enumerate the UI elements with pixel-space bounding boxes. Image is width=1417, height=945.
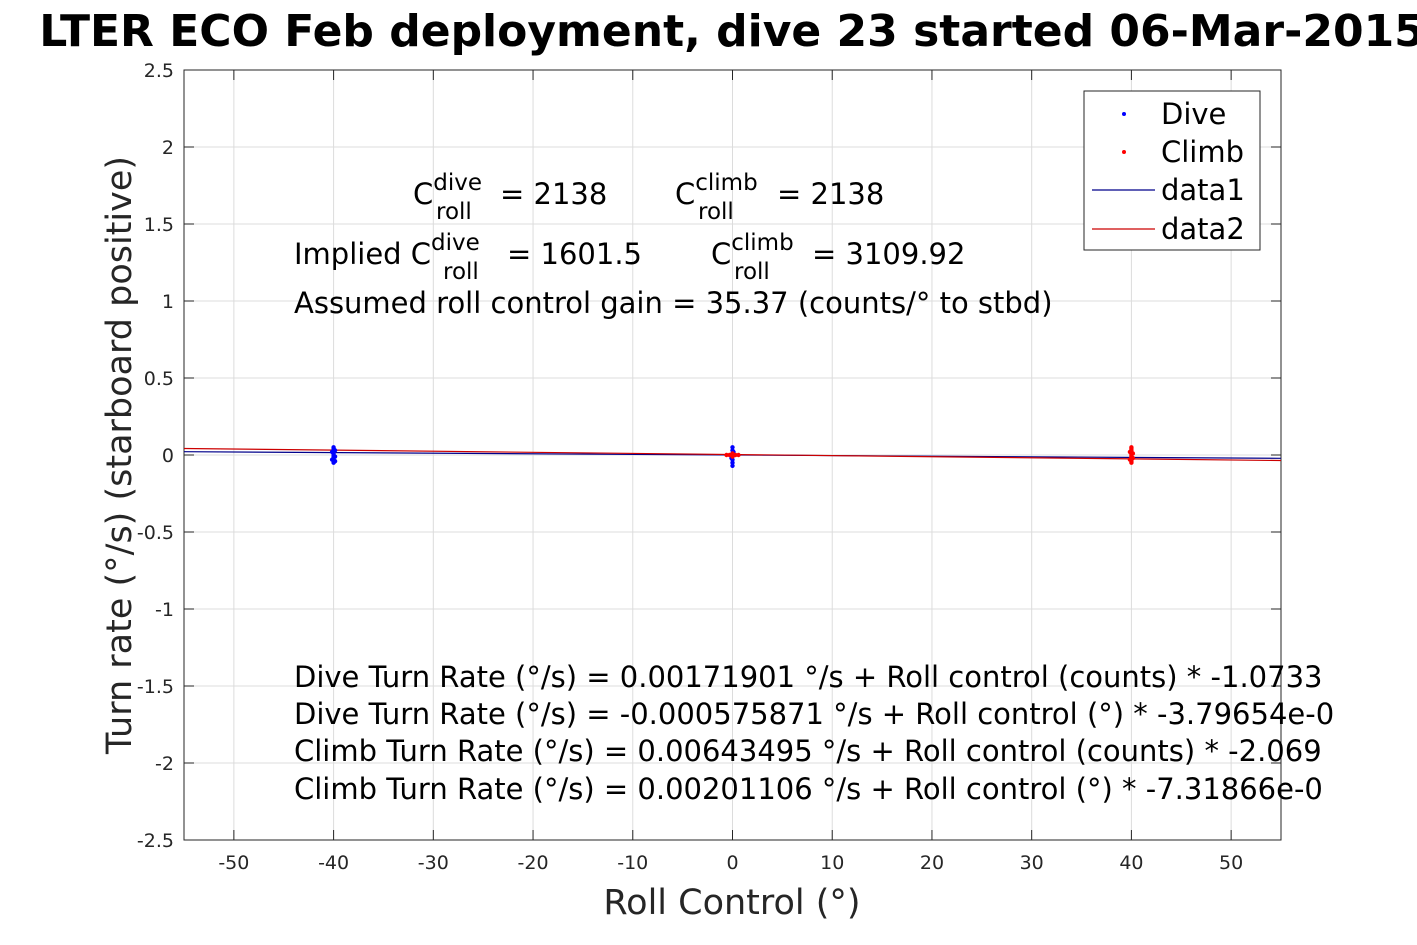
gain-annotation: Assumed roll control gain = 35.37 (count… (294, 286, 1053, 320)
x-tick-label: 30 (1020, 852, 1044, 874)
data-point-climb (730, 454, 735, 459)
c-roll-climb-sub: roll (698, 199, 734, 225)
chart-title: LTER ECO Feb deployment, dive 23 started… (39, 6, 1417, 57)
y-axis-label: Turn rate (°/s) (starboard positive) (100, 156, 140, 755)
x-tick-label: 50 (1219, 852, 1243, 874)
fit-line-dive-counts: Dive Turn Rate (°/s) = 0.00171901 °/s + … (294, 660, 1322, 694)
implied-dive-annotation: Implied Cdive roll = 1601.5 (294, 230, 642, 285)
x-tick-label: -10 (617, 852, 648, 874)
implied-dive-prefix: Implied C (294, 237, 431, 271)
x-tick-label: 10 (820, 852, 844, 874)
c-roll-climb-annotation: Cclimb roll = 2138 (675, 170, 884, 225)
fit-line-dive-degrees: Dive Turn Rate (°/s) = -0.000575871 °/s … (294, 697, 1334, 731)
data-point-dive (329, 449, 335, 455)
y-tick-label: 1 (162, 291, 174, 313)
y-tick-label: 2.5 (144, 60, 174, 82)
x-tick-label: 20 (920, 852, 944, 874)
y-tick-label: -1 (155, 599, 174, 621)
legend-box (1083, 90, 1261, 251)
y-tick-label: 2 (162, 137, 174, 159)
implied-dive-sub: roll (443, 259, 479, 285)
y-tick-label: 1.5 (144, 214, 174, 236)
implied-climb-prefix: C (711, 237, 731, 271)
data-point-dive (730, 445, 735, 450)
y-tick-label: -0.5 (137, 522, 174, 544)
data-point-climb (1130, 455, 1136, 461)
implied-climb-annotation: Cclimb roll = 3109.92 (711, 230, 965, 285)
data-point-climb (1130, 451, 1136, 456)
implied-climb-sub: roll (734, 259, 770, 285)
y-tick-label: 0.5 (144, 368, 174, 390)
y-tick-label: -2 (155, 753, 174, 775)
x-tick-label: -50 (218, 852, 249, 874)
x-tick-label: -30 (418, 852, 449, 874)
data-point-climb (736, 452, 741, 458)
axis-ticks (184, 69, 1281, 841)
implied-climb-sup: climb (731, 230, 793, 256)
implied-dive-sup: dive (431, 230, 480, 256)
data-point-climb (730, 451, 735, 456)
x-tick-label: 0 (726, 852, 738, 874)
data-point-dive (329, 457, 335, 462)
c-roll-dive-prefix: C (413, 177, 433, 211)
y-tick-label: 0 (162, 445, 174, 467)
c-roll-dive-annotation: Cdive roll = 2138 (413, 170, 607, 225)
legend-dive-marker (1122, 112, 1126, 116)
y-tick-label: -1.5 (137, 676, 174, 698)
x-tick-label: 40 (1119, 852, 1143, 874)
implied-dive-value: = 1601.5 (507, 237, 642, 271)
implied-climb-value: = 3109.92 (812, 237, 965, 271)
c-roll-dive-sub: roll (436, 199, 472, 225)
fit-line-climb-counts: Climb Turn Rate (°/s) = 0.00643495 °/s +… (294, 734, 1322, 768)
legend: Dive Climb data1 data2 (1083, 90, 1261, 251)
x-axis-label: Roll Control (°) (603, 883, 860, 923)
x-tick-label: -40 (318, 852, 349, 874)
c-roll-climb-sup: climb (695, 170, 757, 196)
c-roll-climb-prefix: C (675, 177, 695, 211)
legend-data2-label: data2 (1161, 212, 1245, 246)
legend-climb-label: Climb (1161, 135, 1244, 169)
legend-climb-marker (1122, 150, 1126, 154)
data-point-dive (730, 460, 735, 465)
legend-dive-label: Dive (1161, 97, 1226, 131)
y-tick-label: -2.5 (137, 830, 174, 852)
c-roll-climb-value: = 2138 (777, 177, 884, 211)
data-points (329, 445, 1136, 468)
c-roll-dive-value: = 2138 (500, 177, 607, 211)
legend-data1-label: data1 (1161, 173, 1245, 207)
c-roll-dive-sup: dive (433, 170, 482, 196)
data-point-dive (332, 454, 338, 459)
x-tick-label: -20 (518, 852, 549, 874)
fit-line-climb-degrees: Climb Turn Rate (°/s) = 0.00201106 °/s +… (294, 772, 1323, 806)
x-tick-labels: -50 -40 -30 -20 -10 0 10 20 30 40 50 (218, 852, 1243, 874)
y-tick-labels: 2.5 2 1.5 1 0.5 0 -0.5 -1 -1.5 -2 -2.5 (137, 60, 174, 852)
data-point-dive (730, 463, 735, 468)
